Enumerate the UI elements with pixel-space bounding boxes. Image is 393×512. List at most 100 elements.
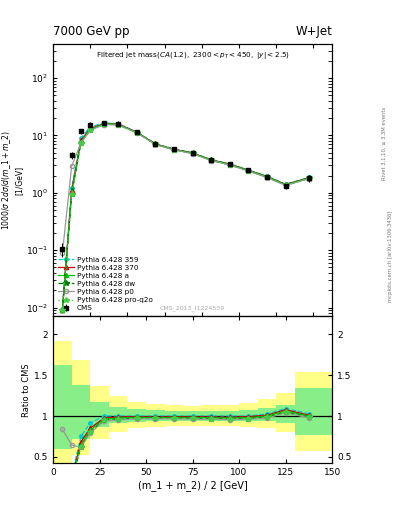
Pythia 6.428 a bbox=[264, 174, 269, 180]
Pythia 6.428 dw bbox=[102, 121, 107, 127]
X-axis label: (m_1 + m_2) / 2 [GeV]: (m_1 + m_2) / 2 [GeV] bbox=[138, 480, 248, 491]
Pythia 6.428 359 bbox=[102, 120, 107, 126]
Pythia 6.428 359 bbox=[79, 135, 83, 141]
Pythia 6.428 370 bbox=[283, 181, 288, 187]
Pythia 6.428 pro-q2o bbox=[116, 121, 121, 127]
Pythia 6.428 a bbox=[307, 175, 311, 181]
Pythia 6.428 p0 bbox=[283, 182, 288, 188]
Bar bbox=[146, 404, 165, 427]
Bar bbox=[276, 404, 295, 422]
Text: W+Jet: W+Jet bbox=[295, 26, 332, 38]
Pythia 6.428 dw bbox=[69, 191, 74, 197]
Y-axis label: Ratio to CMS: Ratio to CMS bbox=[22, 363, 31, 417]
Bar bbox=[220, 411, 239, 420]
Bar bbox=[295, 372, 332, 451]
Pythia 6.428 a bbox=[172, 146, 176, 153]
Bar bbox=[53, 341, 72, 466]
Bar bbox=[127, 402, 146, 428]
Bar bbox=[258, 399, 276, 428]
Pythia 6.428 359 bbox=[134, 129, 139, 135]
Pythia 6.428 pro-q2o bbox=[209, 157, 213, 163]
Pythia 6.428 359 bbox=[116, 121, 121, 127]
Pythia 6.428 dw bbox=[283, 182, 288, 188]
Text: mcplots.cern.ch [arXiv:1306.3436]: mcplots.cern.ch [arXiv:1306.3436] bbox=[388, 210, 393, 302]
Pythia 6.428 p0 bbox=[102, 121, 107, 127]
Pythia 6.428 359 bbox=[88, 123, 93, 130]
Pythia 6.428 a bbox=[116, 121, 121, 127]
Pythia 6.428 p0 bbox=[209, 158, 213, 164]
Bar bbox=[165, 406, 183, 426]
Pythia 6.428 dw bbox=[228, 162, 232, 168]
Pythia 6.428 dw bbox=[134, 130, 139, 136]
Pythia 6.428 a bbox=[190, 150, 195, 156]
Line: Pythia 6.428 a: Pythia 6.428 a bbox=[60, 122, 311, 312]
Pythia 6.428 pro-q2o bbox=[102, 121, 107, 127]
Bar bbox=[109, 407, 127, 423]
Pythia 6.428 359 bbox=[60, 307, 65, 313]
Pythia 6.428 p0 bbox=[60, 250, 65, 257]
Pythia 6.428 dw bbox=[60, 307, 65, 313]
Pythia 6.428 dw bbox=[79, 140, 83, 146]
Pythia 6.428 dw bbox=[307, 175, 311, 181]
Pythia 6.428 359 bbox=[264, 173, 269, 179]
Pythia 6.428 370 bbox=[209, 157, 213, 163]
Pythia 6.428 p0 bbox=[69, 163, 74, 169]
Pythia 6.428 359 bbox=[228, 161, 232, 167]
Pythia 6.428 370 bbox=[60, 307, 65, 313]
Pythia 6.428 dw bbox=[172, 146, 176, 153]
Bar bbox=[165, 411, 183, 421]
Pythia 6.428 a bbox=[209, 157, 213, 163]
Bar bbox=[220, 404, 239, 426]
Pythia 6.428 p0 bbox=[190, 151, 195, 157]
Pythia 6.428 p0 bbox=[307, 176, 311, 182]
Pythia 6.428 pro-q2o bbox=[246, 168, 251, 174]
Pythia 6.428 370 bbox=[246, 167, 251, 173]
Pythia 6.428 p0 bbox=[153, 141, 158, 147]
Bar bbox=[276, 393, 295, 432]
Bar bbox=[146, 410, 165, 421]
Pythia 6.428 359 bbox=[172, 146, 176, 152]
Pythia 6.428 a bbox=[246, 167, 251, 174]
Pythia 6.428 370 bbox=[134, 129, 139, 135]
Bar bbox=[239, 403, 258, 427]
Y-axis label: $1000/\sigma\;2d\sigma/d(m\_1 + m\_2)$
[1/GeV]: $1000/\sigma\;2d\sigma/d(m\_1 + m\_2)$ [… bbox=[0, 130, 23, 230]
Bar bbox=[202, 411, 220, 420]
Pythia 6.428 370 bbox=[190, 150, 195, 156]
Text: Rivet 3.1.10, ≥ 3.3M events: Rivet 3.1.10, ≥ 3.3M events bbox=[382, 106, 387, 180]
Pythia 6.428 370 bbox=[116, 121, 121, 127]
Pythia 6.428 359 bbox=[283, 181, 288, 187]
Pythia 6.428 pro-q2o bbox=[88, 127, 93, 133]
Pythia 6.428 370 bbox=[172, 146, 176, 152]
Pythia 6.428 p0 bbox=[264, 175, 269, 181]
Bar bbox=[72, 360, 90, 455]
Pythia 6.428 p0 bbox=[228, 162, 232, 168]
Pythia 6.428 a bbox=[283, 182, 288, 188]
Pythia 6.428 p0 bbox=[134, 130, 139, 136]
Pythia 6.428 a bbox=[134, 130, 139, 136]
Pythia 6.428 370 bbox=[102, 120, 107, 126]
Pythia 6.428 pro-q2o bbox=[79, 140, 83, 146]
Pythia 6.428 359 bbox=[190, 150, 195, 156]
Pythia 6.428 p0 bbox=[79, 140, 83, 146]
Pythia 6.428 359 bbox=[209, 157, 213, 163]
Pythia 6.428 a bbox=[102, 121, 107, 127]
Pythia 6.428 a bbox=[69, 190, 74, 196]
Pythia 6.428 dw bbox=[116, 121, 121, 127]
Pythia 6.428 a bbox=[79, 139, 83, 145]
Pythia 6.428 370 bbox=[153, 141, 158, 147]
Pythia 6.428 a bbox=[60, 307, 65, 313]
Pythia 6.428 370 bbox=[307, 175, 311, 181]
Pythia 6.428 dw bbox=[246, 168, 251, 174]
Bar bbox=[295, 388, 332, 435]
Bar bbox=[183, 411, 202, 420]
Pythia 6.428 370 bbox=[79, 137, 83, 143]
Bar bbox=[183, 406, 202, 425]
Pythia 6.428 a bbox=[153, 141, 158, 147]
Bar bbox=[258, 408, 276, 421]
Pythia 6.428 370 bbox=[264, 174, 269, 180]
Pythia 6.428 a bbox=[88, 126, 93, 132]
Pythia 6.428 a bbox=[228, 161, 232, 167]
Bar bbox=[53, 366, 72, 449]
Pythia 6.428 pro-q2o bbox=[307, 175, 311, 181]
Pythia 6.428 dw bbox=[190, 151, 195, 157]
